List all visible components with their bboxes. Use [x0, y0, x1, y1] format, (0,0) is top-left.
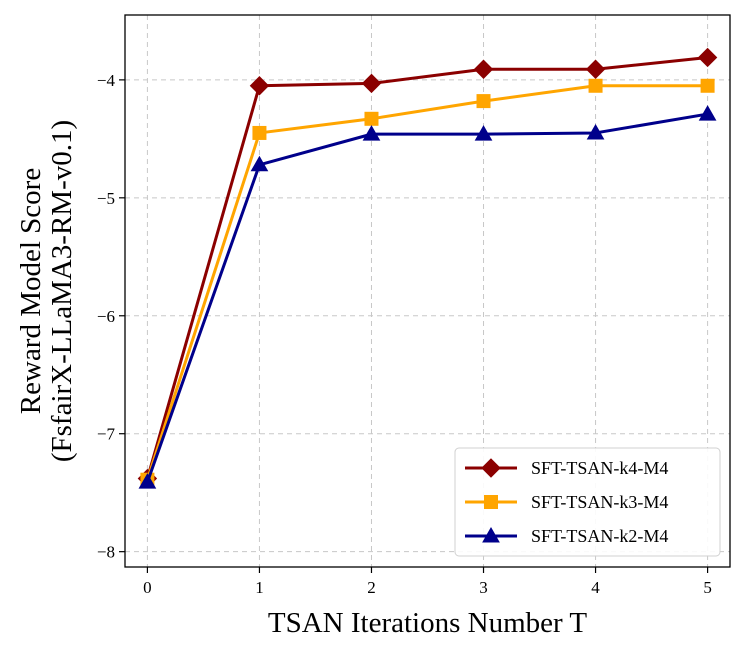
series-line — [145, 112, 708, 483]
data-point — [364, 111, 379, 126]
y-axis-title-line1: Reward Model Score — [15, 168, 47, 414]
legend-label: SFT-TSAN-k4-M4 — [531, 458, 668, 478]
data-point — [588, 78, 603, 93]
y-tick-label: −5 — [97, 189, 115, 208]
series-sft-tsan-k3-m4 — [140, 78, 715, 487]
series-group — [137, 47, 718, 489]
series-line — [145, 84, 708, 481]
y-axis-title-line2: (FsfairX-LLaMA3-RM-v0.1) — [46, 120, 78, 462]
data-point — [362, 125, 381, 141]
data-point — [138, 473, 157, 489]
data-point — [476, 94, 491, 109]
data-point — [473, 59, 494, 79]
y-tick-label: −8 — [97, 543, 115, 562]
legend: SFT-TSAN-k4-M4 SFT-TSAN-k3-M4 SFT-TSAN-k2-… — [454, 447, 721, 557]
legend-item: SFT-TSAN-k2-M4 — [465, 526, 668, 546]
legend-item: SFT-TSAN-k4-M4 — [465, 458, 668, 478]
y-axis-title: Reward Model Score (FsfairX-LLaMA3-RM-v0… — [15, 120, 78, 462]
y-tick-label: −6 — [97, 307, 115, 326]
legend-marker — [484, 495, 498, 509]
legend-box — [454, 447, 721, 557]
data-point — [250, 155, 269, 172]
legend-label: SFT-TSAN-k2-M4 — [531, 526, 668, 546]
legend-label: SFT-TSAN-k3-M4 — [531, 492, 668, 512]
x-axis-title: TSAN Iterations Number T — [268, 607, 587, 639]
x-tick-label: 4 — [591, 578, 600, 597]
axis-ticks: 0 1 2 3 4 5 −8 −7 −6 −5 −4 — [97, 71, 712, 597]
legend-item: SFT-TSAN-k3-M4 — [465, 492, 668, 512]
data-point — [474, 125, 493, 141]
x-tick-label: 0 — [143, 578, 152, 597]
data-point — [585, 59, 606, 79]
data-point — [586, 123, 605, 140]
legend-marker — [481, 458, 501, 478]
data-point — [361, 73, 382, 94]
data-point — [698, 105, 717, 121]
data-point — [249, 76, 270, 96]
x-tick-label: 5 — [703, 578, 712, 597]
series-sft-tsan-k2-m4 — [138, 105, 717, 489]
x-tick-label: 2 — [367, 578, 376, 597]
data-point — [700, 78, 715, 93]
data-point — [252, 125, 267, 140]
series-sft-tsan-k4-m4 — [137, 47, 718, 489]
x-tick-label: 1 — [255, 578, 264, 597]
series-line — [145, 55, 708, 479]
y-tick-label: −7 — [97, 425, 116, 444]
data-point — [697, 47, 718, 68]
plot-area — [124, 14, 731, 568]
y-tick-label: −4 — [97, 71, 116, 90]
legend-marker — [482, 526, 500, 543]
x-tick-label: 3 — [479, 578, 488, 597]
